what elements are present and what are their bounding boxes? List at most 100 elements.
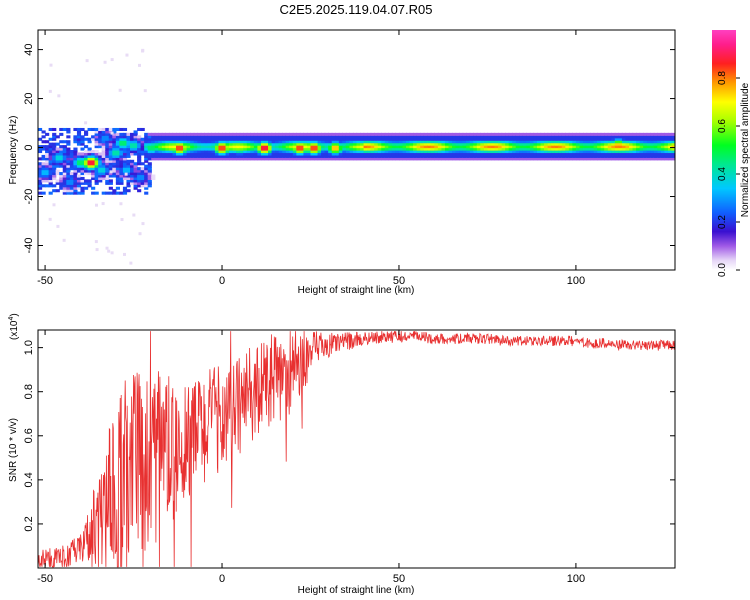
heatmap-cell	[126, 152, 131, 156]
heatmap-cell	[455, 140, 460, 144]
heatmap-cell	[299, 147, 305, 151]
heatmap-cell	[568, 157, 573, 161]
heatmap-cell	[204, 137, 209, 141]
heatmap-cell	[264, 150, 269, 154]
heatmap-cell	[565, 154, 570, 158]
heatmap-cell	[374, 157, 379, 161]
heatmap-cell	[321, 135, 326, 139]
heatmap-cell	[239, 142, 244, 146]
heatmap-cell	[108, 172, 113, 176]
heatmap-cell	[363, 154, 368, 158]
heatmap-cell	[487, 152, 492, 156]
heatmap-cell	[469, 145, 474, 149]
heatmap-cell	[501, 132, 506, 136]
heatmap-cell	[73, 181, 78, 185]
heatmap-cell	[52, 167, 57, 171]
heatmap-cell	[289, 132, 294, 136]
heatmap-cell	[413, 150, 418, 154]
heatmap-cell	[303, 140, 308, 144]
heatmap-cell	[519, 132, 524, 136]
heatmap-cell	[41, 169, 46, 173]
heatmap-cell	[236, 132, 241, 136]
heatmap-cell	[62, 157, 67, 161]
heatmap-cell	[76, 159, 82, 163]
heatmap-cell	[406, 137, 411, 141]
heatmap-cell	[48, 152, 53, 156]
heatmap-cell	[536, 154, 542, 158]
heatmap-cell	[250, 152, 255, 156]
heatmap-cell	[657, 137, 662, 141]
heatmap-cell	[522, 157, 527, 161]
heatmap-cell	[243, 142, 248, 146]
heatmap-cell	[133, 142, 138, 146]
heatmap-cell	[147, 172, 152, 176]
heatmap-cell	[625, 152, 630, 156]
heatmap-cell	[101, 174, 106, 178]
heatmap-cell	[144, 184, 149, 188]
heatmap-cell	[377, 132, 382, 136]
heatmap-cell	[437, 150, 443, 154]
heatmap-cell	[80, 154, 85, 158]
heatmap-cell	[105, 175, 109, 179]
heatmap-cell	[413, 157, 418, 161]
heatmap-cell	[126, 137, 131, 141]
heatmap-cell	[112, 191, 117, 195]
heatmap-cell	[480, 157, 485, 161]
heatmap-cell	[526, 137, 531, 141]
heatmap-cell	[151, 145, 156, 149]
heatmap-cell	[144, 176, 149, 180]
heatmap-cell	[232, 145, 237, 149]
heatmap-cell	[448, 142, 453, 146]
heatmap-cell	[480, 150, 485, 154]
heatmap-cell	[600, 135, 605, 139]
heatmap-cell	[108, 157, 113, 161]
heatmap-cell	[243, 135, 248, 139]
heatmap-cell	[299, 145, 305, 149]
heatmap-cell	[430, 147, 435, 151]
heatmap-cell	[147, 137, 152, 141]
heatmap-cell	[260, 154, 266, 158]
heatmap-cell	[130, 152, 135, 156]
heatmap-cell	[282, 157, 287, 161]
heatmap-cell	[141, 49, 145, 53]
heatmap-cell	[168, 147, 174, 151]
heatmap-cell	[409, 147, 414, 151]
heatmap-cell	[586, 152, 591, 156]
heatmap-cell	[483, 157, 489, 161]
heatmap-cell	[48, 89, 52, 93]
heatmap-cell	[395, 142, 400, 146]
heatmap-cell	[232, 137, 237, 141]
heatmap-cell	[494, 150, 499, 154]
heatmap-cell	[268, 150, 273, 154]
heatmap-cell	[73, 140, 78, 144]
heatmap-cell	[582, 145, 588, 149]
heatmap-cell	[604, 132, 609, 136]
heatmap-cell	[501, 150, 506, 154]
heatmap-cell	[268, 137, 273, 141]
heatmap-cell	[80, 164, 85, 168]
heatmap-cell	[360, 152, 365, 156]
heatmap-cell	[356, 137, 361, 141]
heatmap-cell	[204, 140, 209, 144]
snr-y-multiplier: (x104)	[8, 313, 20, 340]
heatmap-cell	[158, 152, 163, 156]
heatmap-cell	[653, 150, 658, 154]
heatmap-cell	[76, 176, 82, 180]
heatmap-cell	[310, 137, 315, 141]
heatmap-cell	[423, 157, 428, 161]
heatmap-cell	[572, 154, 577, 158]
heatmap-cell	[352, 157, 358, 161]
heatmap-cell	[607, 154, 612, 158]
heatmap-cell	[183, 135, 188, 139]
heatmap-cell	[437, 154, 443, 158]
heatmap-cell	[66, 142, 71, 146]
heatmap-cell	[246, 137, 251, 141]
heatmap-cell	[526, 145, 531, 149]
heatmap-cell	[73, 179, 78, 183]
heatmap-cell	[600, 137, 605, 141]
heatmap-cell	[154, 154, 159, 158]
heatmap-cell	[239, 137, 244, 141]
heatmap-cell	[38, 174, 43, 178]
heatmap-cell	[80, 152, 85, 156]
heatmap-cell	[338, 132, 343, 136]
